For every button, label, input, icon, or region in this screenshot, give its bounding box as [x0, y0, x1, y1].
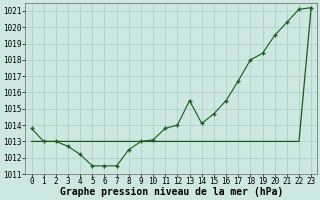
- X-axis label: Graphe pression niveau de la mer (hPa): Graphe pression niveau de la mer (hPa): [60, 187, 283, 197]
